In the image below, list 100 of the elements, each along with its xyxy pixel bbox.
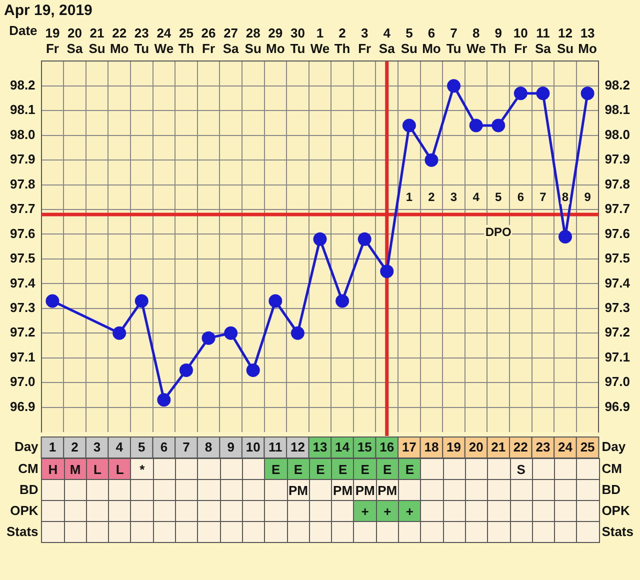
y-tick-label: 97.0 (10, 374, 36, 390)
text: L (94, 462, 102, 476)
x-tick-label: 12 Su (556, 25, 574, 56)
x-tick-label: 29 Mo (266, 25, 285, 56)
x2-tick-label: 25 (580, 439, 595, 454)
text: Day (14, 439, 38, 454)
x-tick-label: 5 Su (400, 25, 418, 56)
text: + (384, 504, 392, 518)
text: S (516, 462, 526, 476)
text: L (116, 462, 124, 476)
y-tick-label: BD (602, 482, 620, 497)
x-tick-label: 22 Mo (110, 25, 129, 56)
annotation: 6 (516, 190, 525, 204)
point (202, 331, 216, 345)
x-tick-label: 4 Sa (378, 25, 396, 56)
x2-tick-label: 9 (227, 439, 234, 454)
y-tick-label: CM (602, 461, 622, 476)
x-tick-label: 8 We (466, 25, 486, 56)
x2-tick-label: 2 (71, 439, 78, 454)
point (469, 118, 483, 132)
x2-tick-label: 15 (357, 439, 372, 454)
x2-tick-label: 13 (312, 439, 328, 454)
x2-tick-label: 22 (513, 439, 528, 454)
y-tick-label: 97.2 (10, 324, 36, 340)
point (290, 326, 304, 340)
x2-tick-label: 20 (468, 439, 484, 454)
x-tick-label: 26 Fr (201, 25, 216, 56)
point (336, 294, 350, 308)
annotation: 2 (427, 190, 436, 204)
x-tick-label: 30 Tu (290, 25, 306, 56)
annotation: DPO (484, 224, 512, 239)
text: E (272, 462, 280, 476)
x2-tick-label: 24 (558, 439, 574, 454)
point (46, 294, 60, 308)
x2-tick-label: 11 (268, 439, 282, 454)
point (536, 86, 550, 100)
x2-tick-label: 19 (446, 439, 462, 454)
point (558, 230, 572, 244)
point (402, 118, 416, 132)
x2-tick-label: 16 (380, 439, 394, 454)
text: E (316, 462, 325, 476)
text: PM (378, 482, 398, 498)
text: PM (333, 482, 353, 498)
x-tick-label: 19 Fr (45, 25, 60, 56)
y-tick-label: Stats (602, 524, 634, 539)
x2-tick-label: 8 (204, 439, 212, 454)
annotation: 1 (404, 190, 414, 204)
text: M (70, 462, 81, 476)
text: E (294, 462, 303, 476)
point (112, 326, 126, 340)
text: E (383, 462, 392, 476)
x-tick-label: 7 Tu (446, 25, 462, 56)
x2-tick-label: 7 (182, 439, 190, 454)
x-tick-label: 3 Fr (358, 25, 372, 56)
text: PM (288, 482, 308, 498)
text: + (406, 504, 414, 518)
point (134, 294, 148, 308)
x2-tick-label: 1 (48, 439, 56, 454)
x2-tick-label: 21 (491, 439, 506, 454)
y-tick-label: 98.2 (10, 78, 36, 92)
y-tick-label: 97.9 (10, 152, 36, 167)
y-tick-label: 97.7 (10, 201, 36, 216)
annotation: 7 (538, 190, 548, 204)
point (424, 153, 438, 167)
x2-tick-label: 23 (536, 439, 550, 454)
chart-title: Apr 19, 2019 (4, 2, 92, 20)
text: PM (355, 482, 375, 498)
point (179, 363, 193, 377)
annotation: 8 (560, 190, 570, 204)
x-tick-label: 2 Th (334, 25, 350, 56)
x2-tick-label: 4 (116, 439, 124, 454)
x-tick-label: 10 Fr (513, 25, 528, 56)
x-tick-label: 24 We (154, 25, 174, 56)
text: * (140, 462, 145, 476)
annotation: 5 (494, 190, 503, 204)
y-tick-label: 97.8 (10, 176, 36, 192)
x-tick-label: 11 Sa (535, 25, 552, 56)
x2-axis-title: Day (602, 439, 626, 454)
y-tick-label: 97.5 (10, 250, 36, 266)
text: + (361, 504, 369, 518)
x2-tick-label: 10 (246, 439, 260, 454)
point (246, 363, 260, 377)
point (514, 86, 528, 100)
text: E (360, 462, 370, 476)
text: H (48, 462, 58, 476)
annotation: 9 (583, 190, 592, 204)
y-tick-label: 97.3 (10, 300, 36, 315)
point (358, 232, 372, 246)
x2-tick-label: 14 (335, 439, 350, 454)
x-tick-label: 23 Tu (134, 25, 150, 56)
point (224, 326, 238, 340)
x-tick-label: 6 Mo (422, 25, 441, 56)
x-tick-label: 13 Mo (578, 25, 597, 56)
x-tick-label: 20 Sa (66, 25, 84, 56)
point (380, 264, 394, 278)
point (157, 393, 171, 407)
point (492, 118, 506, 132)
x-tick-label: 25 Th (178, 25, 194, 56)
x-tick-label: 21 Su (88, 25, 106, 56)
text: E (405, 462, 414, 476)
